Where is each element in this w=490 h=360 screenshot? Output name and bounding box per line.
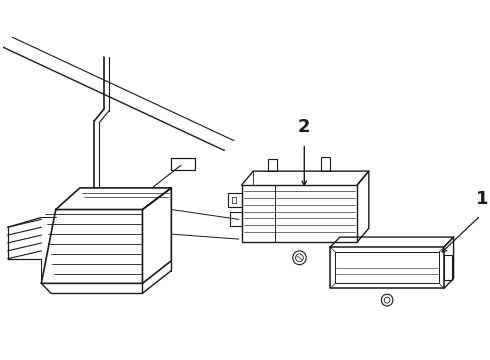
Text: 1: 1: [476, 190, 489, 208]
Text: 2: 2: [298, 118, 311, 136]
